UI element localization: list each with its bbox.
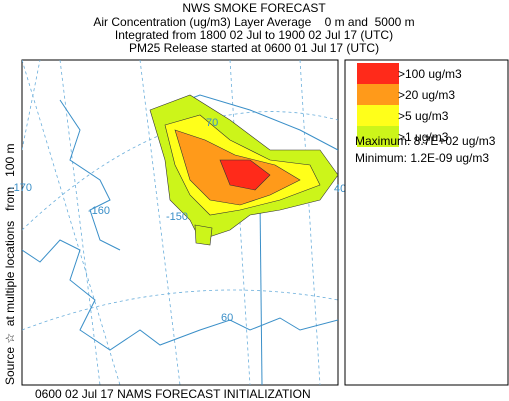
- footer: 0600 02 Jul 17 NAMS FORECAST INITIALIZAT…: [35, 387, 311, 401]
- grid-label: -150: [166, 211, 188, 223]
- legend-swatch: [357, 63, 399, 84]
- subtitle: Integrated from 1800 02 Jul to 1900 02 J…: [115, 28, 393, 42]
- legend-label: >20 ug/m3: [398, 88, 455, 102]
- legend-label: >100 ug/m3: [398, 67, 462, 81]
- grid-label: -170: [10, 182, 32, 194]
- legend: >100 ug/m3 >20 ug/m3 >5 ug/m3 >1 ug/m3: [357, 63, 462, 147]
- legend-label: >1 ug/m3: [398, 130, 449, 144]
- title: NWS SMOKE FORECAST: [182, 1, 326, 15]
- subtitle: PM25 Release started at 0600 01 Jul 17 (…: [129, 41, 379, 55]
- minimum: Minimum: 1.2E-09 ug/m3: [355, 151, 489, 165]
- grid-label: 60: [221, 312, 233, 324]
- legend-swatch: [357, 84, 399, 105]
- subtitle: Air Concentration (ug/m3) Layer Average …: [93, 15, 414, 29]
- grid-label: 40: [334, 183, 346, 195]
- map: -170 -160 -150 40 70 60: [10, 59, 346, 386]
- maximum: Maximum: 8.7E+02 ug/m3: [355, 134, 496, 148]
- grid-label: -160: [88, 205, 110, 217]
- legend-swatch: [357, 105, 399, 126]
- grid-label: 70: [206, 117, 218, 129]
- legend-swatch: [357, 126, 399, 147]
- side-label: Source ☆ at multiple locations from 100 …: [3, 143, 17, 385]
- legend-label: >5 ug/m3: [398, 109, 449, 123]
